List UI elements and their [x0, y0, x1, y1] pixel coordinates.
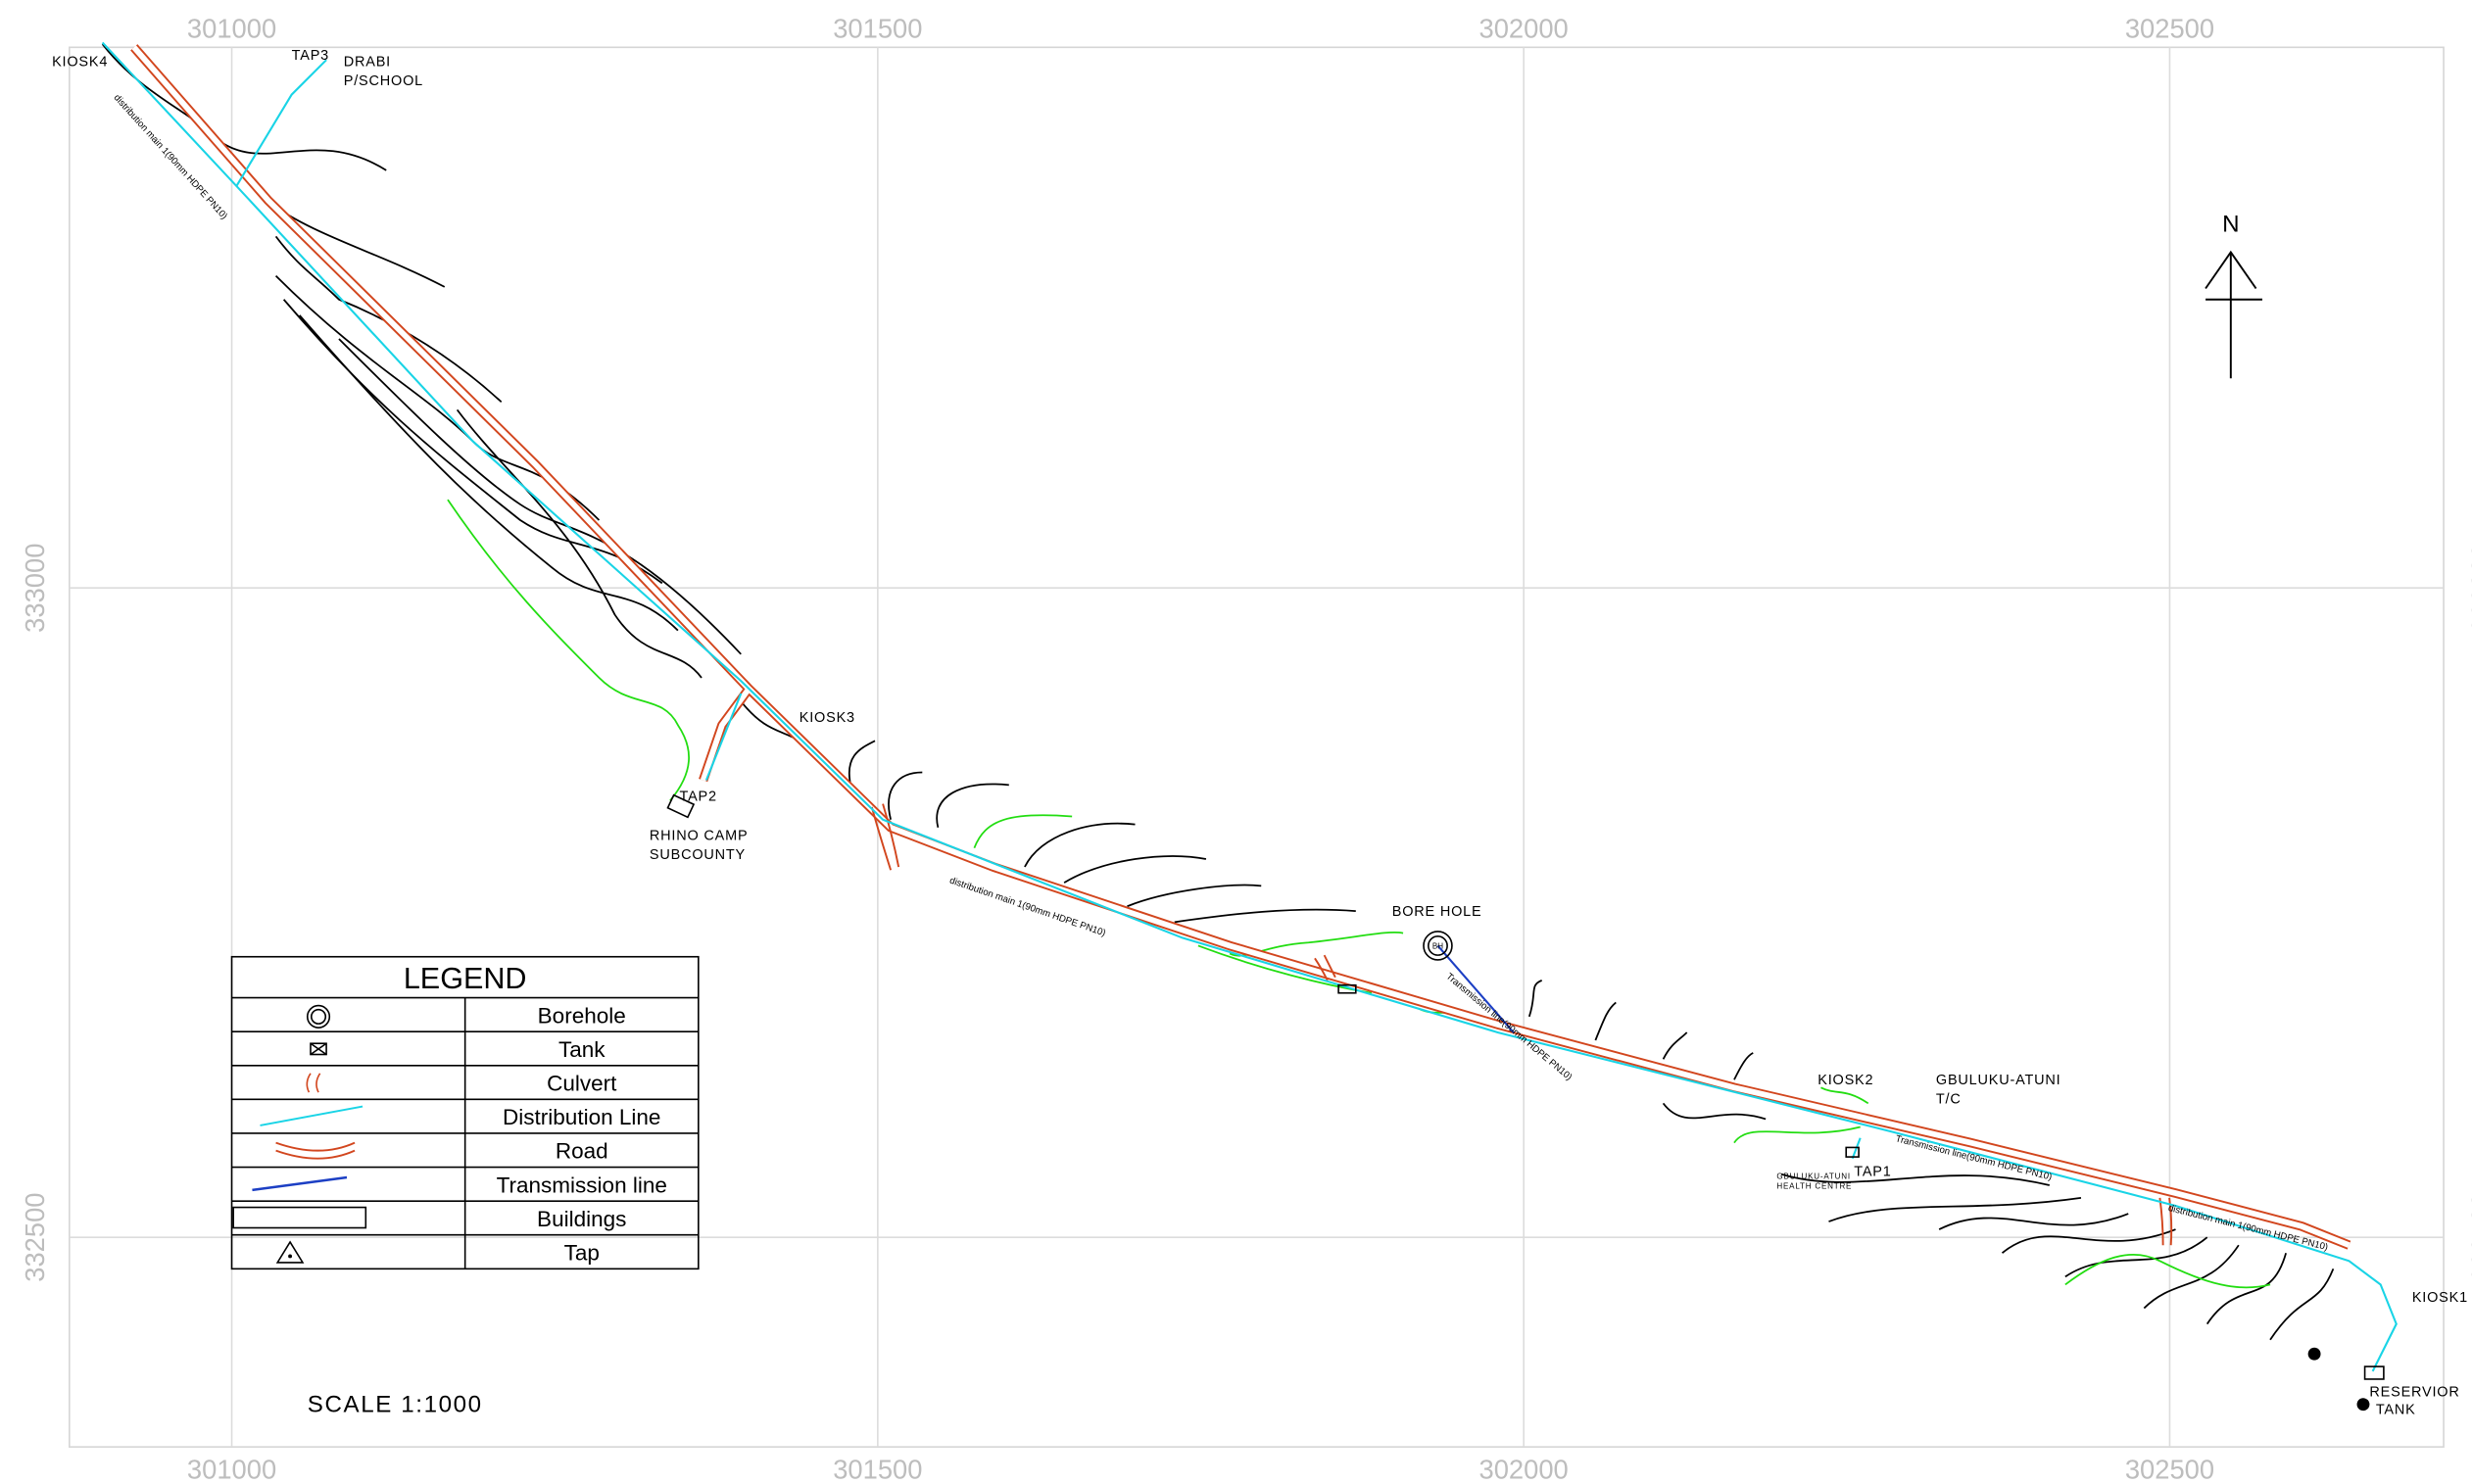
- place-label: DRABI: [344, 55, 391, 71]
- scale-label: SCALE 1:1000: [308, 1392, 483, 1418]
- place-label: HEALTH CENTRE: [1776, 1181, 1852, 1190]
- place-label: GBULUKU-ATUNI: [1776, 1173, 1850, 1181]
- legend-item: Borehole: [538, 1003, 626, 1028]
- easting-label: 301000: [187, 1454, 276, 1484]
- place-label: KIOSK3: [800, 710, 855, 726]
- place-label: KIOSK4: [52, 55, 108, 71]
- northing-label: 332500: [20, 1193, 50, 1282]
- place-label: TAP1: [1854, 1164, 1891, 1179]
- place-label: KIOSK2: [1818, 1073, 1873, 1088]
- legend-item: Transmission line: [497, 1173, 667, 1197]
- place-label: RESERVIOR: [2369, 1385, 2459, 1401]
- place-label: SUBCOUNTY: [650, 847, 746, 863]
- grid: 301000 301000 301500 301500 302000 302000 3025…: [20, 14, 2472, 1484]
- svg-text:BH: BH: [1432, 942, 1443, 951]
- easting-label: 302500: [2125, 14, 2214, 44]
- place-label: BORE HOLE: [1392, 904, 1482, 920]
- place-label: KIOSK1: [2412, 1290, 2468, 1306]
- road: [130, 44, 2351, 1250]
- place-label: T/C: [1936, 1091, 1962, 1107]
- legend-title: LEGEND: [404, 962, 527, 995]
- easting-label: 301500: [833, 14, 922, 44]
- place-label: RHINO CAMP: [650, 829, 749, 844]
- place-label: P/SCHOOL: [344, 73, 423, 89]
- borehole-symbol: BH: [1423, 931, 1453, 961]
- structures: [666, 793, 2385, 1412]
- legend-item: Tap: [564, 1240, 600, 1265]
- easting-label: 301000: [187, 14, 276, 44]
- northing-label: 332500: [2466, 1193, 2472, 1282]
- legend-item: Distribution Line: [503, 1105, 660, 1129]
- distribution-line: [101, 41, 2398, 1372]
- north-arrow: [2205, 250, 2262, 379]
- northing-label: 333000: [2466, 544, 2472, 633]
- legend-item: Tank: [558, 1037, 606, 1062]
- north-label: N: [2222, 212, 2239, 238]
- easting-label: 301500: [833, 1454, 922, 1484]
- easting-label: 302000: [1479, 1454, 1569, 1484]
- northing-label: 333000: [20, 544, 50, 633]
- legend-item: Road: [556, 1139, 608, 1164]
- place-label: TANK: [2376, 1402, 2416, 1417]
- legend-item: Culvert: [547, 1072, 617, 1096]
- legend: [230, 955, 700, 1270]
- transmission-line: [1436, 944, 1515, 1033]
- legend-item: Buildings: [537, 1207, 626, 1231]
- map-frame: [68, 46, 2445, 1448]
- place-label: TAP3: [292, 48, 329, 64]
- place-label: TAP2: [680, 789, 717, 804]
- place-label: GBULUKU-ATUNI: [1936, 1073, 2061, 1088]
- easting-label: 302500: [2125, 1454, 2214, 1484]
- easting-label: 302000: [1479, 14, 1569, 44]
